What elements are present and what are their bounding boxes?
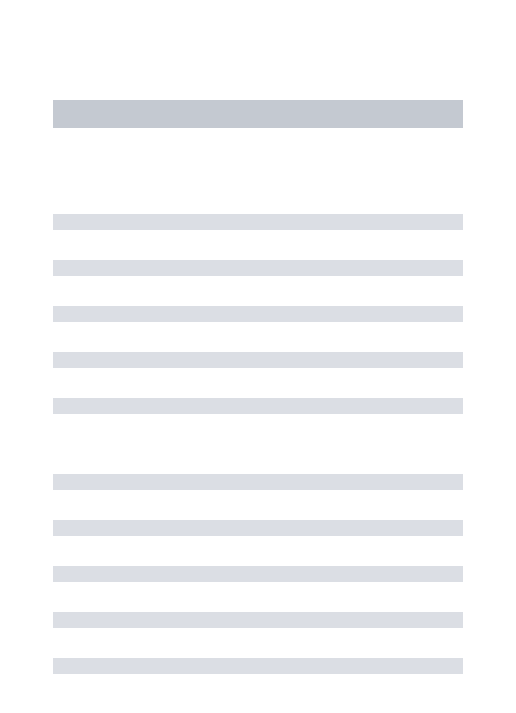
skeleton-line (53, 658, 463, 674)
skeleton-line (53, 520, 463, 536)
skeleton-line (53, 612, 463, 628)
skeleton-line (53, 214, 463, 230)
skeleton-line (53, 474, 463, 490)
skeleton-line (53, 398, 463, 414)
skeleton-line (53, 566, 463, 582)
skeleton-title (53, 100, 463, 128)
section-gap (53, 444, 463, 474)
skeleton-line (53, 306, 463, 322)
skeleton-line (53, 352, 463, 368)
skeleton-line (53, 260, 463, 276)
